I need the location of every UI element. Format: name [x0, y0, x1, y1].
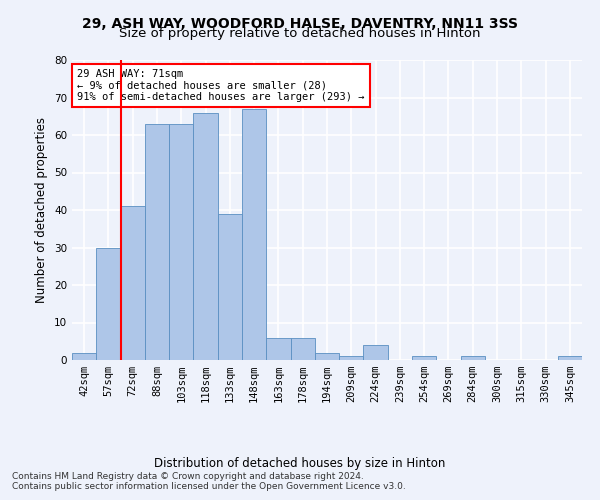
Bar	[290, 338, 315, 360]
Y-axis label: Number of detached properties: Number of detached properties	[35, 117, 49, 303]
Text: Contains public sector information licensed under the Open Government Licence v3: Contains public sector information licen…	[12, 482, 406, 491]
Text: Contains HM Land Registry data © Crown copyright and database right 2024.: Contains HM Land Registry data © Crown c…	[12, 472, 364, 481]
Bar	[339, 356, 364, 360]
Text: 29 ASH WAY: 71sqm
← 9% of detached houses are smaller (28)
91% of semi-detached : 29 ASH WAY: 71sqm ← 9% of detached house…	[77, 69, 365, 102]
Bar	[558, 356, 582, 360]
Bar	[218, 214, 242, 360]
Bar	[121, 206, 145, 360]
Bar	[169, 124, 193, 360]
Bar	[266, 338, 290, 360]
Bar	[145, 124, 169, 360]
Bar	[315, 352, 339, 360]
Bar	[412, 356, 436, 360]
Bar	[364, 345, 388, 360]
Text: Size of property relative to detached houses in Hinton: Size of property relative to detached ho…	[119, 28, 481, 40]
Text: 29, ASH WAY, WOODFORD HALSE, DAVENTRY, NN11 3SS: 29, ASH WAY, WOODFORD HALSE, DAVENTRY, N…	[82, 18, 518, 32]
Text: Distribution of detached houses by size in Hinton: Distribution of detached houses by size …	[154, 458, 446, 470]
Bar	[461, 356, 485, 360]
Bar	[72, 352, 96, 360]
Bar	[96, 248, 121, 360]
Bar	[242, 109, 266, 360]
Bar	[193, 112, 218, 360]
